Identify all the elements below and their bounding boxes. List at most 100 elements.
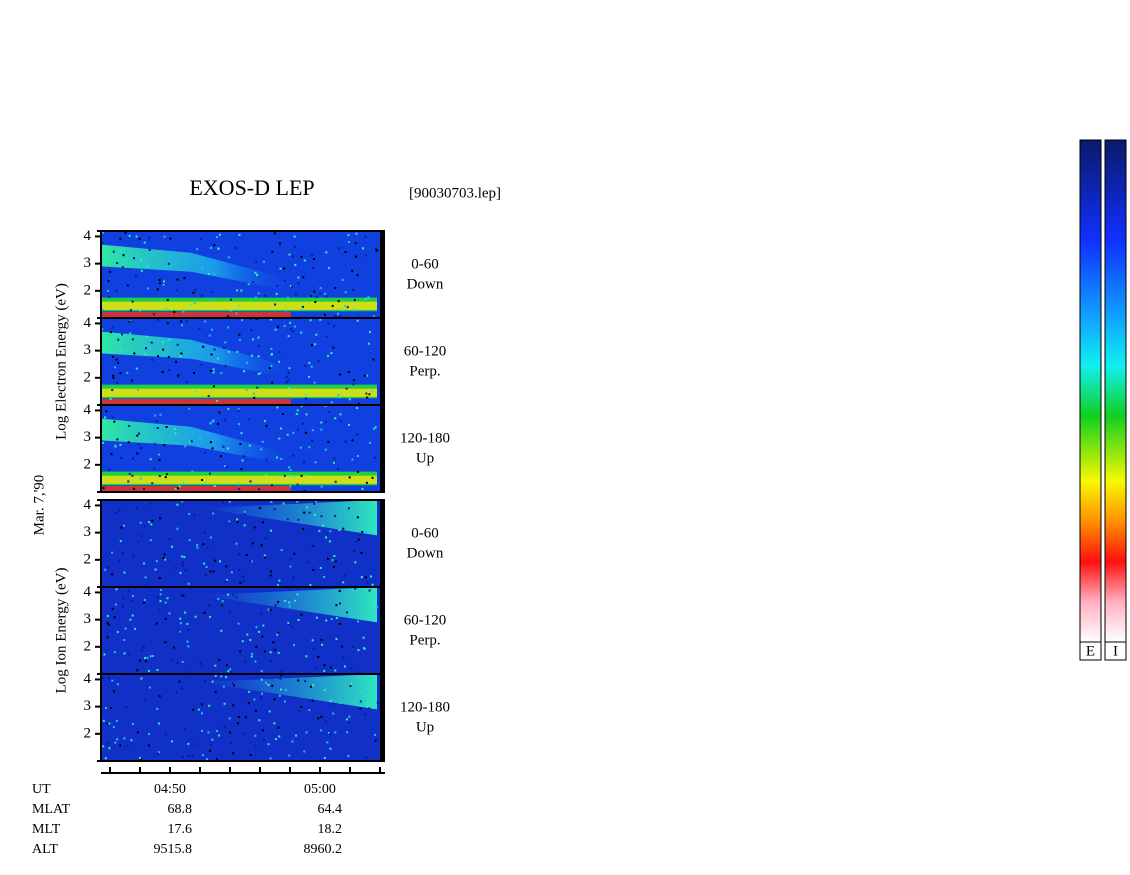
noise <box>242 580 245 583</box>
noise <box>251 542 254 545</box>
noise <box>261 692 264 695</box>
noise <box>350 683 353 686</box>
noise <box>228 731 231 734</box>
noise <box>300 613 303 616</box>
noise <box>112 690 115 693</box>
noise <box>254 296 257 299</box>
noise <box>127 590 130 593</box>
noise <box>258 370 261 373</box>
panel-direction: Down <box>407 545 444 561</box>
noise <box>329 747 332 750</box>
noise <box>208 704 211 707</box>
noise <box>278 694 281 697</box>
noise <box>277 726 280 729</box>
noise <box>135 367 138 370</box>
noise <box>272 641 275 644</box>
noise <box>270 484 273 487</box>
noise <box>324 292 327 295</box>
noise <box>251 338 254 341</box>
noise <box>246 361 249 364</box>
noise <box>139 309 142 312</box>
noise <box>136 388 139 391</box>
noise <box>147 669 150 672</box>
noise <box>261 729 264 732</box>
noise <box>168 538 171 541</box>
noise <box>276 583 279 586</box>
noise <box>205 758 208 761</box>
noise <box>347 507 350 510</box>
noise <box>337 247 340 250</box>
noise <box>334 560 337 563</box>
noise <box>101 308 104 311</box>
noise <box>192 708 195 711</box>
noise <box>284 309 287 312</box>
noise <box>347 241 350 244</box>
noise <box>265 458 268 461</box>
panel-direction: Perp. <box>409 363 440 379</box>
x-axis <box>101 767 385 774</box>
noise <box>250 328 253 331</box>
noise <box>237 408 240 411</box>
noise <box>209 570 212 573</box>
noise <box>323 313 326 316</box>
noise <box>187 742 190 745</box>
noise <box>241 319 244 322</box>
noise <box>338 395 341 398</box>
noise <box>158 722 161 725</box>
noise <box>114 741 117 744</box>
noise <box>106 614 109 617</box>
noise <box>346 718 349 721</box>
noise <box>324 448 327 451</box>
noise <box>324 720 327 723</box>
noise <box>287 621 290 624</box>
noise <box>111 551 114 554</box>
noise <box>148 236 151 239</box>
noise <box>286 296 289 299</box>
noise <box>305 655 308 658</box>
noise <box>333 554 336 557</box>
noise <box>116 262 119 265</box>
noise <box>201 664 204 667</box>
panel-direction: Up <box>416 450 434 466</box>
noise <box>291 625 294 628</box>
noise <box>355 540 358 543</box>
panel-edge <box>380 500 385 587</box>
y-tick-label: 2 <box>84 369 92 385</box>
noise <box>107 280 110 283</box>
noise <box>288 367 291 370</box>
noise <box>106 636 109 639</box>
noise <box>292 454 295 457</box>
noise <box>211 680 214 683</box>
noise <box>248 444 251 447</box>
noise <box>285 381 288 384</box>
noise <box>349 667 352 670</box>
noise <box>364 297 367 300</box>
y-tick-label: 3 <box>84 255 92 271</box>
noise <box>210 291 213 294</box>
noise <box>137 540 140 543</box>
noise <box>214 691 217 694</box>
noise <box>245 389 248 392</box>
noise <box>246 633 249 636</box>
noise <box>293 235 296 238</box>
noise <box>183 555 186 558</box>
noise <box>147 744 150 747</box>
noise <box>247 283 250 286</box>
noise <box>210 246 213 249</box>
noise <box>287 371 290 374</box>
noise <box>309 319 312 322</box>
noise <box>205 566 208 569</box>
noise <box>201 267 204 270</box>
noise <box>315 500 318 503</box>
noise <box>107 566 110 569</box>
noise <box>105 410 108 413</box>
noise <box>116 382 119 385</box>
noise <box>373 602 376 605</box>
noise <box>143 241 146 244</box>
colorbar <box>1104 139 1127 643</box>
noise <box>238 233 241 236</box>
noise <box>244 716 247 719</box>
noise <box>190 440 193 443</box>
noise <box>376 605 379 608</box>
noise <box>270 347 273 350</box>
